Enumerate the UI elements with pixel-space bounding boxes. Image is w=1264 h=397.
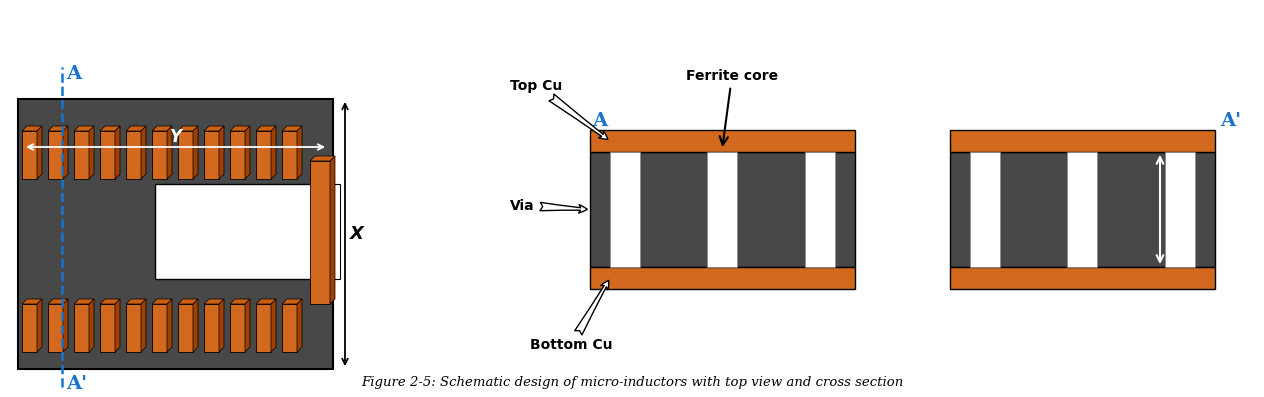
Bar xyxy=(21,131,37,179)
Bar xyxy=(126,131,142,179)
Polygon shape xyxy=(88,299,94,352)
Bar xyxy=(18,99,332,369)
Polygon shape xyxy=(115,299,120,352)
Bar xyxy=(611,152,640,267)
Text: t: t xyxy=(1165,202,1173,218)
Polygon shape xyxy=(48,126,68,131)
Bar xyxy=(590,130,854,152)
Polygon shape xyxy=(152,126,172,131)
Bar xyxy=(282,131,297,179)
Bar xyxy=(178,304,193,352)
Text: Bottom Cu: Bottom Cu xyxy=(530,280,613,352)
Bar xyxy=(951,130,1215,152)
Bar xyxy=(707,152,737,267)
Bar xyxy=(152,304,167,352)
Bar xyxy=(257,131,270,179)
Polygon shape xyxy=(193,126,198,179)
Bar xyxy=(155,184,319,279)
Polygon shape xyxy=(245,126,250,179)
Polygon shape xyxy=(204,299,224,304)
Polygon shape xyxy=(219,299,224,352)
Polygon shape xyxy=(126,299,147,304)
Bar xyxy=(100,131,115,179)
Polygon shape xyxy=(310,156,335,161)
Text: A': A' xyxy=(66,375,87,393)
Bar xyxy=(204,304,219,352)
Polygon shape xyxy=(257,126,276,131)
Bar xyxy=(48,304,63,352)
Bar xyxy=(21,304,37,352)
Polygon shape xyxy=(142,299,147,352)
Polygon shape xyxy=(63,126,68,179)
Bar xyxy=(1067,152,1097,267)
Polygon shape xyxy=(282,299,302,304)
Bar xyxy=(230,304,245,352)
Text: Ferrite core: Ferrite core xyxy=(686,69,779,145)
Text: Top Cu: Top Cu xyxy=(509,79,608,139)
Polygon shape xyxy=(37,126,42,179)
Text: Figure 2-5: Schematic design of micro-inductors with top view and cross section: Figure 2-5: Schematic design of micro-in… xyxy=(362,376,902,389)
Bar xyxy=(1165,152,1194,267)
Polygon shape xyxy=(21,126,42,131)
Polygon shape xyxy=(100,126,120,131)
Polygon shape xyxy=(115,126,120,179)
Polygon shape xyxy=(178,126,198,131)
Polygon shape xyxy=(167,126,172,179)
Polygon shape xyxy=(193,299,198,352)
Polygon shape xyxy=(178,299,198,304)
Bar xyxy=(310,161,330,304)
Bar xyxy=(126,304,142,352)
Text: A: A xyxy=(66,65,81,83)
Polygon shape xyxy=(330,156,335,304)
Bar xyxy=(805,152,836,267)
Bar xyxy=(75,131,88,179)
Bar xyxy=(590,152,854,267)
Bar xyxy=(75,304,88,352)
Polygon shape xyxy=(48,299,68,304)
Polygon shape xyxy=(75,126,94,131)
Bar xyxy=(178,131,193,179)
Bar xyxy=(319,184,340,279)
Polygon shape xyxy=(152,299,172,304)
Polygon shape xyxy=(75,299,94,304)
Polygon shape xyxy=(88,126,94,179)
Text: A: A xyxy=(592,112,607,130)
Polygon shape xyxy=(270,126,276,179)
Polygon shape xyxy=(245,299,250,352)
Text: X: X xyxy=(350,225,364,243)
Bar xyxy=(282,304,297,352)
Polygon shape xyxy=(167,299,172,352)
Polygon shape xyxy=(21,299,42,304)
Text: w: w xyxy=(0,320,8,335)
Polygon shape xyxy=(63,299,68,352)
Polygon shape xyxy=(297,299,302,352)
Text: Y: Y xyxy=(169,128,182,146)
Polygon shape xyxy=(297,126,302,179)
Bar xyxy=(951,152,1215,267)
Polygon shape xyxy=(257,299,276,304)
Text: A': A' xyxy=(1220,112,1241,130)
Polygon shape xyxy=(282,126,302,131)
Polygon shape xyxy=(126,126,147,131)
Polygon shape xyxy=(37,299,42,352)
Bar xyxy=(257,304,270,352)
Bar xyxy=(152,131,167,179)
Polygon shape xyxy=(142,126,147,179)
Bar xyxy=(100,304,115,352)
Polygon shape xyxy=(230,299,250,304)
Bar xyxy=(48,131,63,179)
Polygon shape xyxy=(230,126,250,131)
Bar xyxy=(230,131,245,179)
Text: Via: Via xyxy=(509,198,588,213)
Polygon shape xyxy=(100,299,120,304)
Polygon shape xyxy=(204,126,224,131)
Polygon shape xyxy=(270,299,276,352)
Bar xyxy=(590,267,854,289)
Bar xyxy=(204,131,219,179)
Polygon shape xyxy=(219,126,224,179)
Bar xyxy=(951,267,1215,289)
Bar xyxy=(969,152,1000,267)
